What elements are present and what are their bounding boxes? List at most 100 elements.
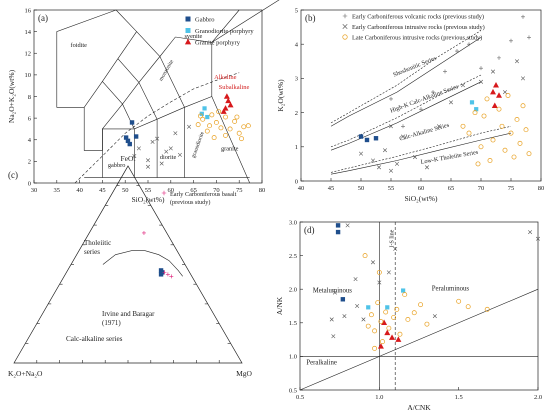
data-point (424, 165, 430, 170)
data-point (502, 147, 508, 153)
data-point (448, 100, 454, 105)
y-tick-label: 12 (25, 51, 32, 58)
data-point (164, 149, 169, 154)
data-point (225, 97, 232, 104)
data-point (364, 137, 370, 143)
data-point (223, 132, 228, 138)
data-point (383, 309, 389, 315)
data-point (475, 161, 481, 167)
data-point (159, 161, 164, 166)
data-point (523, 127, 529, 133)
x-axis-label: SiO₂(wt%) (404, 194, 438, 203)
data-point (150, 139, 155, 144)
data-point (389, 334, 396, 340)
data-point (391, 314, 397, 320)
field-label: Peralkaline (306, 359, 337, 366)
data-point (169, 274, 174, 279)
data-point (397, 331, 403, 337)
data-point (207, 123, 213, 129)
data-point (220, 108, 227, 114)
data-point (411, 310, 417, 316)
data-point (155, 136, 160, 141)
data-point (377, 343, 384, 349)
panel-label: (c) (8, 170, 18, 180)
data-point (460, 83, 466, 88)
data-point (517, 140, 523, 146)
field-label: gabbro (108, 162, 126, 169)
data-point (528, 230, 533, 235)
legend-label: (previous study) (170, 199, 210, 206)
data-point (213, 119, 219, 125)
field-boundary (102, 81, 135, 130)
data-point (455, 49, 459, 54)
data-point (145, 164, 151, 169)
data-point (202, 106, 207, 111)
boundary-line (299, 288, 539, 391)
data-point (472, 110, 478, 116)
data-point (487, 158, 493, 163)
data-point (490, 88, 496, 95)
alkaline-divider (74, 72, 240, 184)
data-point (165, 272, 170, 277)
series-boundary (330, 37, 482, 127)
data-point (520, 103, 526, 109)
data-point (388, 124, 394, 129)
data-point (162, 270, 167, 275)
x-tick-label: 2.0 (534, 394, 542, 401)
legend-marker (185, 16, 191, 22)
y-tick-label: 1 (295, 144, 298, 151)
data-point (382, 148, 388, 153)
y-tick-label: 3.0 (289, 219, 297, 226)
data-point (187, 124, 192, 129)
x-tick-label: 70 (213, 187, 220, 194)
field-label: foidite (70, 42, 87, 49)
data-point (368, 312, 374, 318)
data-point (402, 292, 408, 298)
data-point (401, 124, 405, 129)
data-point (353, 277, 358, 282)
field-boundary (136, 31, 185, 108)
y-tick-label: 4 (28, 137, 32, 144)
data-point (370, 260, 375, 265)
field-label: Calc-Alkaline Series (399, 122, 451, 143)
field-label: Irvine and Baragar (102, 310, 155, 318)
data-point (386, 325, 392, 331)
data-point (129, 120, 135, 125)
data-point (509, 38, 513, 43)
data-point (362, 253, 368, 259)
x-tick-label: 40 (76, 187, 83, 194)
data-point (173, 131, 178, 136)
data-point (370, 158, 376, 163)
data-point (239, 136, 244, 142)
x-tick-label: 75 (508, 185, 515, 192)
x-tick-label: 60 (418, 185, 425, 192)
data-point (405, 316, 411, 322)
divider-label: Subalkaline (219, 84, 250, 91)
y-tick-label: 2 (295, 110, 298, 117)
data-point (535, 236, 541, 241)
data-point (401, 288, 406, 293)
field-label: Peraluminous (432, 286, 470, 293)
data-point (223, 114, 228, 120)
data-point (232, 118, 238, 124)
y-axis-label: A/NK (275, 296, 284, 315)
data-point (460, 123, 466, 129)
data-point (385, 305, 390, 310)
y-tick-label: 0 (295, 178, 298, 185)
data-point (133, 134, 139, 139)
x-tick-label: 45 (99, 187, 106, 194)
y-tick-label: 2.0 (289, 287, 297, 294)
data-point (123, 135, 129, 140)
data-point (332, 290, 337, 295)
x-tick-label: 55 (388, 185, 395, 192)
data-point (136, 146, 141, 151)
data-point (412, 155, 418, 160)
data-point (478, 79, 484, 84)
data-point (465, 304, 471, 310)
y-tick-label: 0 (28, 180, 31, 187)
panel-b: 40 45 50 55 60 65 70 75 80012345SiO₂(wt%)K₂O(wt%… (276, 7, 544, 203)
data-point (373, 136, 379, 141)
data-point (514, 116, 520, 122)
